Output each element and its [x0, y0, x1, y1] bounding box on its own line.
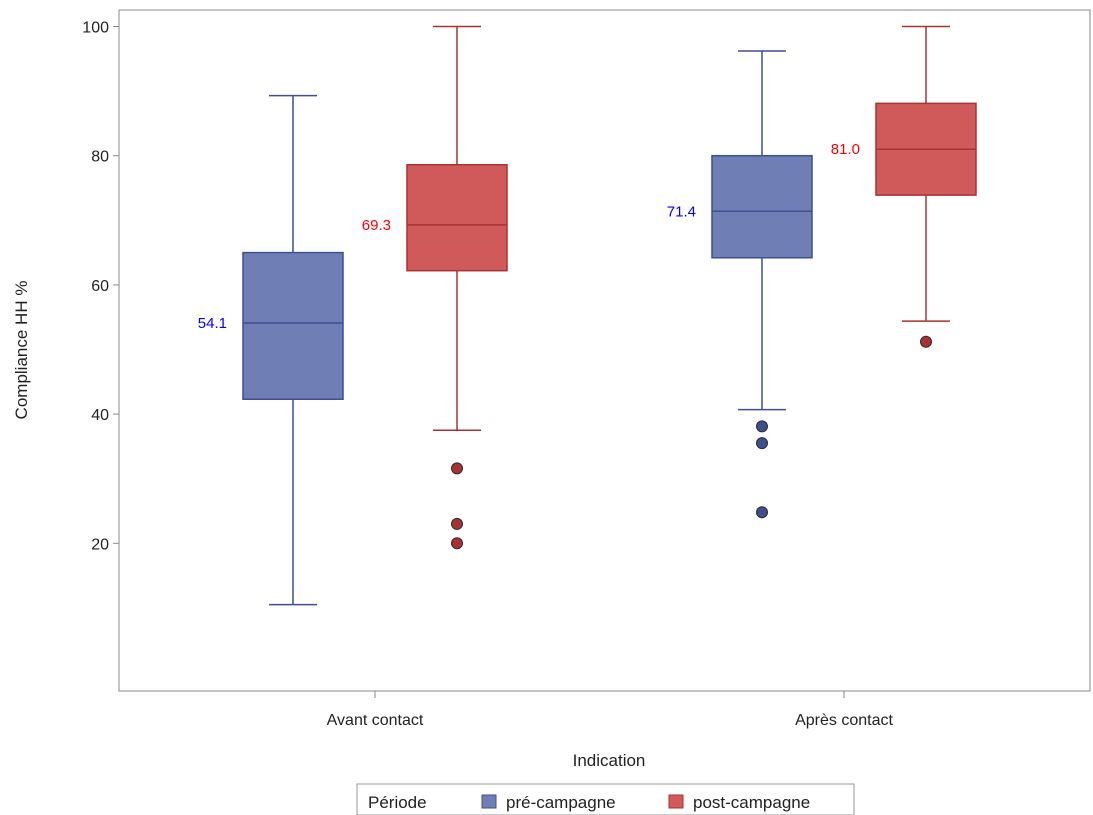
- outlier-point: [920, 335, 932, 348]
- x-tick-label: Avant contact: [327, 712, 424, 729]
- legend-swatch-pre-campagne: [481, 794, 497, 809]
- median-value-label: 81.0: [831, 141, 860, 158]
- plot-frame: [118, 9, 1091, 692]
- legend-label-pre-campagne: pré-campagne: [506, 793, 616, 812]
- y-tick-label: 100: [82, 20, 109, 37]
- box-pré-campagne-avant-contact: 54.1: [198, 94, 344, 606]
- iqr-box: [711, 154, 813, 259]
- outlier-point: [756, 506, 768, 519]
- box-post-campagne-après-contact: 81.0: [831, 25, 977, 348]
- outlier-point: [756, 420, 768, 433]
- box-pré-campagne-après-contact: 71.4: [667, 50, 813, 519]
- outlier-point: [756, 437, 768, 450]
- median-value-label: 71.4: [667, 203, 696, 220]
- outlier-point: [451, 462, 463, 475]
- iqr-box: [406, 163, 508, 272]
- box-post-campagne-avant-contact: 69.3: [362, 25, 508, 550]
- legend: Période pré-campagne post-campagne: [356, 783, 855, 815]
- box-series: 54.1 71.4 69.3 81.0: [198, 25, 977, 606]
- outlier-point: [451, 517, 463, 530]
- legend-label-post-campagne: post-campagne: [693, 793, 810, 812]
- y-tick-label: 20: [91, 536, 109, 553]
- median-value-label: 69.3: [362, 217, 391, 234]
- legend-title: Période: [368, 793, 427, 812]
- y-tick-label: 60: [91, 278, 109, 295]
- legend-frame: [356, 783, 855, 815]
- iqr-box: [242, 251, 344, 400]
- x-axis-title: Indication: [573, 751, 646, 770]
- legend-swatch-post-campagne: [668, 794, 684, 809]
- y-tick-label: 40: [91, 407, 109, 424]
- median-value-label: 54.1: [198, 315, 227, 332]
- x-axis: Avant contact Après contact: [327, 691, 893, 729]
- y-axis-title: Compliance HH %: [12, 281, 31, 420]
- y-axis: 20 40 60 80 100: [82, 20, 119, 553]
- outlier-point: [451, 537, 463, 550]
- y-tick-label: 80: [91, 149, 109, 166]
- x-tick-label: Après contact: [795, 712, 893, 729]
